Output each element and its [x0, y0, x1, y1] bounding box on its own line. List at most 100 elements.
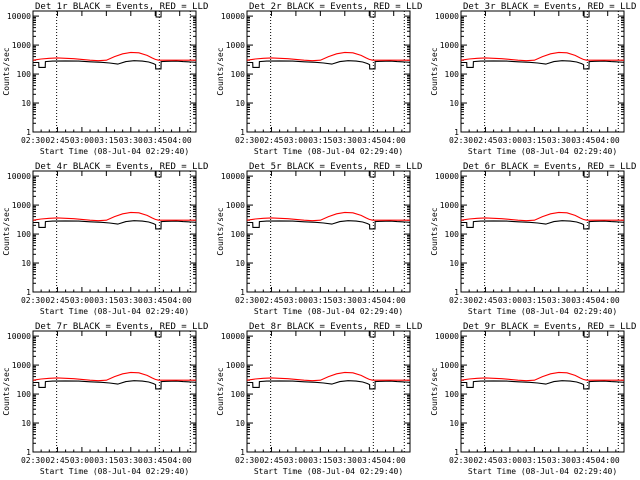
x-tick-label: 03:45 [143, 456, 167, 465]
y-tick-label: 1000 [226, 201, 245, 210]
y-tick-label: 1 [26, 288, 31, 297]
x-axis-label: Start Time (08-Jul-04 02:29:40) [40, 147, 189, 156]
x-tick-label: 02:30 [235, 296, 259, 305]
plot-frame [460, 10, 625, 133]
x-tick-label: 03:15 [308, 136, 332, 145]
series-events-line [33, 380, 197, 390]
attenuator-bracket [155, 11, 162, 18]
series-lld-line [246, 371, 410, 382]
x-axis-label: Start Time (08-Jul-04 02:29:40) [468, 467, 617, 476]
x-tick-label: 03:45 [571, 136, 595, 145]
chart-title: Det 3r BLACK = Events, RED = LLD [463, 2, 636, 12]
x-tick-label: 02:45 [259, 456, 283, 465]
y-tick-label: 100 [17, 70, 32, 79]
y-tick-label: 100 [445, 70, 460, 79]
x-tick-label: 03:30 [333, 456, 357, 465]
y-tick-label: 1000 [12, 361, 31, 370]
y-tick-label: 1000 [440, 201, 459, 210]
series-events-line [461, 220, 625, 230]
x-tick-label: 02:30 [449, 136, 473, 145]
y-tick-label: 10000 [221, 332, 245, 341]
x-tick-label: 03:00 [70, 296, 94, 305]
chart-title: Det 6r BLACK = Events, RED = LLD [463, 162, 636, 172]
x-tick-label: 03:15 [308, 456, 332, 465]
chart-panel-3: Det 3r BLACK = Events, RED = LLD 02:30 02:… [430, 2, 636, 156]
x-tick-label: 04:00 [382, 456, 406, 465]
x-axis-label: Start Time (08-Jul-04 02:29:40) [468, 307, 617, 316]
y-tick-label: 1000 [226, 41, 245, 50]
attenuator-bracket [369, 171, 376, 178]
y-tick-label: 1 [26, 128, 31, 137]
x-tick-label: 02:45 [259, 296, 283, 305]
y-tick-label: 1 [454, 448, 459, 457]
y-tick-label: 100 [231, 390, 246, 399]
x-tick-label: 02:45 [473, 296, 497, 305]
series-lld-line [460, 51, 624, 62]
x-tick-label: 02:30 [235, 136, 259, 145]
y-tick-label: 100 [445, 230, 460, 239]
y-tick-label: 10 [235, 419, 245, 428]
y-tick-label: 10000 [435, 172, 459, 181]
attenuator-bracket [583, 171, 590, 178]
y-tick-label: 10000 [7, 172, 31, 181]
chart-title: Det 8r BLACK = Events, RED = LLD [249, 322, 422, 332]
series-lld-line [32, 211, 196, 222]
x-tick-label: 03:00 [70, 456, 94, 465]
chart-panel-8: Det 8r BLACK = Events, RED = LLD 02:30 02:… [216, 322, 422, 476]
y-tick-label: 10 [21, 99, 31, 108]
x-axis-label: Start Time (08-Jul-04 02:29:40) [40, 307, 189, 316]
attenuator-bracket [583, 331, 590, 338]
x-axis-label: Start Time (08-Jul-04 02:29:40) [254, 307, 403, 316]
y-axis-label: Counts/sec [430, 207, 439, 255]
series-events-line [461, 380, 625, 390]
series-lld-line [246, 51, 410, 62]
x-tick-label: 03:30 [119, 296, 143, 305]
x-tick-label: 03:30 [333, 296, 357, 305]
x-tick-label: 02:45 [473, 456, 497, 465]
x-tick-label: 02:45 [45, 456, 69, 465]
chart-panel-9: Det 9r BLACK = Events, RED = LLD 02:30 02:… [430, 322, 636, 476]
x-tick-label: 02:30 [449, 296, 473, 305]
attenuator-bracket [369, 331, 376, 338]
x-tick-label: 04:00 [168, 456, 192, 465]
x-axis-label: Start Time (08-Jul-04 02:29:40) [254, 467, 403, 476]
x-tick-label: 02:30 [21, 456, 45, 465]
plot-frame [246, 170, 411, 293]
attenuator-bracket [583, 11, 590, 18]
y-tick-label: 1000 [226, 361, 245, 370]
x-tick-label: 02:30 [235, 456, 259, 465]
x-tick-label: 02:30 [21, 136, 45, 145]
y-tick-label: 100 [17, 390, 32, 399]
x-tick-label: 03:45 [571, 456, 595, 465]
chart-title: Det 4r BLACK = Events, RED = LLD [35, 162, 208, 172]
x-tick-label: 03:45 [143, 296, 167, 305]
x-tick-label: 03:00 [284, 456, 308, 465]
attenuator-bracket [369, 11, 376, 18]
chart-title: Det 9r BLACK = Events, RED = LLD [463, 322, 636, 332]
x-tick-label: 02:45 [259, 136, 283, 145]
attenuator-bracket [155, 171, 162, 178]
x-tick-label: 02:45 [45, 296, 69, 305]
series-lld-line [460, 211, 624, 222]
y-tick-label: 10 [449, 259, 459, 268]
x-tick-label: 03:45 [143, 136, 167, 145]
x-tick-label: 04:00 [168, 136, 192, 145]
y-tick-label: 1 [240, 288, 245, 297]
y-tick-label: 1 [240, 448, 245, 457]
y-axis-label: Counts/sec [430, 367, 439, 415]
y-axis-label: Counts/sec [2, 47, 11, 95]
chart-panel-7: Det 7r BLACK = Events, RED = LLD 02:30 02:… [2, 322, 208, 476]
y-tick-label: 10000 [7, 12, 31, 21]
x-tick-label: 03:45 [357, 456, 381, 465]
y-axis-label: Counts/sec [2, 207, 11, 255]
y-tick-label: 1000 [12, 41, 31, 50]
series-events-line [247, 60, 411, 70]
chart-panel-2: Det 2r BLACK = Events, RED = LLD 02:30 02:… [216, 2, 422, 156]
plot-frame [32, 10, 197, 133]
x-tick-label: 02:45 [473, 136, 497, 145]
x-tick-label: 03:00 [498, 456, 522, 465]
plot-frame [460, 330, 625, 453]
x-tick-label: 04:00 [596, 296, 620, 305]
chart-title: Det 5r BLACK = Events, RED = LLD [249, 162, 422, 172]
